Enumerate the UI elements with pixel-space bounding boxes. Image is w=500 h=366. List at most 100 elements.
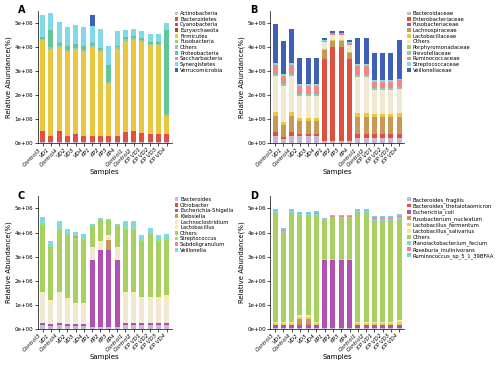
Bar bbox=[148, 235, 152, 297]
Bar bbox=[106, 220, 111, 221]
Bar bbox=[140, 142, 144, 143]
Bar bbox=[90, 15, 94, 26]
Bar bbox=[48, 30, 54, 48]
Bar bbox=[114, 260, 119, 327]
Bar bbox=[56, 46, 62, 131]
Bar bbox=[131, 131, 136, 142]
Bar bbox=[40, 37, 45, 38]
Bar bbox=[73, 303, 78, 305]
Bar bbox=[338, 327, 344, 328]
Bar bbox=[123, 323, 128, 325]
Bar bbox=[164, 299, 169, 323]
Bar bbox=[372, 88, 377, 90]
Bar bbox=[356, 66, 360, 75]
Bar bbox=[388, 88, 394, 90]
Bar bbox=[65, 326, 70, 329]
Bar bbox=[298, 118, 302, 121]
Bar bbox=[372, 114, 377, 117]
Bar bbox=[380, 82, 385, 88]
Bar bbox=[396, 117, 402, 134]
Bar bbox=[356, 209, 360, 211]
Bar bbox=[388, 325, 394, 327]
Bar bbox=[56, 228, 62, 229]
Bar bbox=[356, 212, 360, 213]
Text: B: B bbox=[250, 5, 258, 15]
Bar bbox=[396, 40, 402, 78]
Bar bbox=[330, 218, 336, 258]
Bar bbox=[306, 96, 310, 118]
Bar bbox=[396, 327, 402, 328]
Bar bbox=[98, 218, 103, 219]
Bar bbox=[65, 298, 70, 300]
Bar bbox=[164, 134, 169, 142]
Bar bbox=[40, 142, 45, 143]
Bar bbox=[48, 302, 54, 324]
Bar bbox=[322, 218, 327, 219]
Bar bbox=[322, 59, 327, 141]
X-axis label: Samples: Samples bbox=[322, 169, 352, 175]
Bar bbox=[164, 295, 169, 299]
Bar bbox=[372, 117, 377, 134]
Bar bbox=[73, 48, 78, 49]
Bar bbox=[148, 297, 152, 299]
Bar bbox=[306, 213, 310, 214]
Legend: Bacteroides, Citrobacter, Escherichia-Shigella, Klebsiella, Lachnoclostridium, L: Bacteroides, Citrobacter, Escherichia-Sh… bbox=[174, 197, 234, 253]
Bar bbox=[106, 219, 111, 220]
Bar bbox=[281, 232, 286, 321]
Bar bbox=[73, 136, 78, 142]
Bar bbox=[322, 141, 327, 143]
Bar bbox=[140, 38, 144, 40]
Bar bbox=[48, 49, 54, 135]
Bar bbox=[306, 84, 310, 86]
Bar bbox=[356, 77, 360, 113]
Bar bbox=[56, 142, 62, 143]
Bar bbox=[356, 134, 360, 138]
Bar bbox=[123, 294, 128, 323]
Bar bbox=[82, 238, 86, 240]
Bar bbox=[98, 51, 103, 52]
Bar bbox=[164, 325, 169, 329]
Bar bbox=[388, 216, 394, 218]
Bar bbox=[156, 299, 161, 323]
Bar bbox=[281, 125, 286, 137]
Bar bbox=[131, 36, 136, 38]
Bar bbox=[140, 235, 144, 240]
Bar bbox=[156, 323, 161, 325]
Bar bbox=[322, 49, 327, 50]
Bar bbox=[131, 221, 136, 228]
Bar bbox=[56, 229, 62, 292]
Bar bbox=[306, 134, 310, 136]
Bar bbox=[73, 44, 78, 48]
Bar bbox=[298, 94, 302, 96]
Bar bbox=[90, 46, 94, 135]
Bar bbox=[298, 84, 302, 86]
Bar bbox=[164, 234, 169, 238]
Bar bbox=[338, 141, 344, 143]
Bar bbox=[40, 323, 45, 325]
Bar bbox=[356, 327, 360, 328]
Bar bbox=[65, 300, 70, 324]
Bar bbox=[372, 53, 377, 80]
Bar bbox=[298, 134, 302, 136]
Text: C: C bbox=[18, 191, 25, 201]
Bar bbox=[396, 320, 402, 321]
Bar bbox=[289, 132, 294, 136]
Bar bbox=[106, 83, 111, 136]
Bar bbox=[272, 112, 278, 116]
Bar bbox=[140, 297, 144, 299]
Bar bbox=[322, 42, 327, 49]
Bar bbox=[106, 236, 111, 239]
Bar bbox=[281, 325, 286, 327]
Bar bbox=[372, 138, 377, 143]
Bar bbox=[314, 216, 319, 321]
Bar bbox=[298, 121, 302, 134]
Bar bbox=[82, 27, 86, 46]
Bar bbox=[65, 142, 70, 143]
Bar bbox=[272, 328, 278, 329]
Bar bbox=[106, 239, 111, 250]
Bar bbox=[380, 328, 385, 329]
Bar bbox=[347, 258, 352, 259]
Bar bbox=[40, 38, 45, 40]
Bar bbox=[347, 52, 352, 53]
Bar bbox=[48, 324, 54, 326]
